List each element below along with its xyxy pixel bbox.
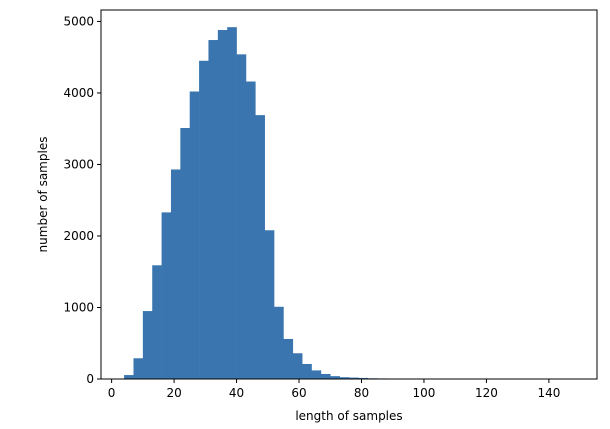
histogram-bar <box>292 353 303 379</box>
y-tick-label: 0 <box>86 372 94 386</box>
histogram-bar <box>255 115 265 379</box>
histogram-bar <box>124 375 134 379</box>
bar-series <box>124 27 593 380</box>
histogram-bar <box>170 169 181 379</box>
histogram-bar <box>217 30 228 380</box>
x-axis-label: length of samples <box>295 409 402 423</box>
histogram-bar <box>189 91 200 379</box>
y-tick-label: 5000 <box>63 14 94 28</box>
y-axis-label: number of samples <box>36 137 50 253</box>
x-tick-label: 20 <box>166 386 181 400</box>
histogram-bar <box>358 377 369 379</box>
x-tick-label: 0 <box>108 386 116 400</box>
x-tick-label: 100 <box>413 386 436 400</box>
y-axis-ticks: 0 1000 2000 3000 4000 5000 <box>63 14 101 386</box>
histogram-bar <box>264 230 275 379</box>
histogram-bar <box>161 212 172 379</box>
histogram-bar <box>274 306 284 379</box>
histogram-bar <box>302 363 312 379</box>
y-tick-label: 3000 <box>63 157 94 171</box>
histogram-bar <box>245 81 256 379</box>
x-tick-label: 60 <box>291 386 306 400</box>
histogram-bar <box>236 54 247 379</box>
histogram-bar <box>227 27 237 380</box>
histogram-bar <box>330 376 340 379</box>
histogram-bar <box>180 127 191 379</box>
histogram-bar <box>133 358 144 379</box>
plot-frame <box>100 9 598 380</box>
y-tick-label: 2000 <box>63 229 94 243</box>
histogram-bar <box>142 311 153 379</box>
histogram-bar <box>152 265 162 379</box>
histogram-bar <box>349 377 359 379</box>
y-tick-label: 1000 <box>63 300 94 314</box>
x-tick-label: 140 <box>537 386 560 400</box>
x-axis-ticks: 0 20 40 60 80 100 120 140 <box>108 379 560 400</box>
histogram-bar <box>283 338 294 379</box>
histogram-bar <box>311 370 322 379</box>
histogram-bar <box>320 373 331 379</box>
x-tick-label: 120 <box>475 386 498 400</box>
histogram-bar <box>208 40 219 380</box>
y-tick-label: 4000 <box>63 86 94 100</box>
x-tick-label: 80 <box>354 386 369 400</box>
histogram-bar <box>339 377 350 379</box>
x-tick-label: 40 <box>229 386 244 400</box>
histogram-bar <box>199 60 209 379</box>
